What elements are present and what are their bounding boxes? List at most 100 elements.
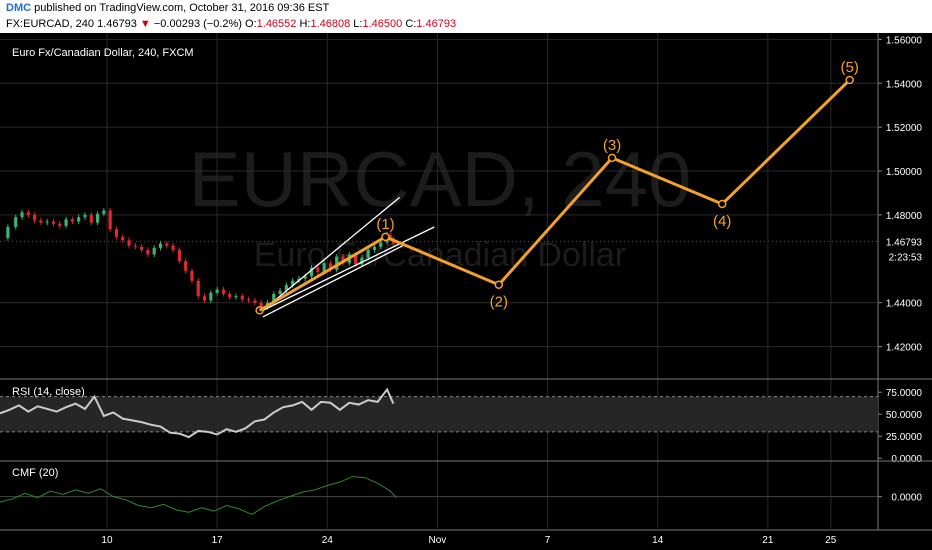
candle-body[interactable] bbox=[152, 247, 156, 255]
last-price-label: 1.46793 bbox=[886, 237, 923, 248]
wave-point[interactable] bbox=[717, 199, 727, 209]
rsi-tick-label: 50.0000 bbox=[886, 410, 923, 421]
candle-body[interactable] bbox=[127, 240, 131, 246]
candle-body[interactable] bbox=[33, 214, 37, 221]
candle-body[interactable] bbox=[70, 219, 74, 222]
trendline[interactable] bbox=[262, 196, 401, 311]
cmf-pane[interactable]: 0.0000 bbox=[0, 460, 932, 515]
time-tick-label: Nov bbox=[429, 535, 447, 546]
candle-body[interactable] bbox=[83, 214, 87, 218]
candle-body[interactable] bbox=[297, 278, 301, 281]
candle-body[interactable] bbox=[316, 267, 320, 272]
candle-body[interactable] bbox=[366, 250, 370, 258]
elliott-wave-line[interactable] bbox=[258, 78, 851, 312]
time-axis[interactable]: 10 17 24 Nov 7 14 21 25 bbox=[101, 535, 836, 546]
candle-body[interactable] bbox=[360, 257, 364, 265]
cmf-tick-label: 0.0000 bbox=[891, 493, 922, 504]
wave-label: (2) bbox=[490, 294, 508, 311]
wave-point[interactable] bbox=[494, 280, 504, 289]
candle-body[interactable] bbox=[146, 250, 150, 255]
open-label: O: bbox=[245, 18, 257, 30]
rsi-pane[interactable]: 75.0000 50.0000 25.0000 0.0000 bbox=[0, 378, 932, 465]
trendline[interactable] bbox=[262, 226, 435, 311]
candle-body[interactable] bbox=[177, 250, 181, 262]
candle-body[interactable] bbox=[140, 246, 144, 251]
candle-body[interactable] bbox=[158, 243, 163, 248]
candle-body[interactable] bbox=[26, 212, 30, 215]
rsi-line[interactable] bbox=[0, 387, 395, 439]
close-label: C: bbox=[405, 18, 417, 30]
candle-body[interactable] bbox=[272, 293, 276, 303]
close-value: 1.46793 bbox=[416, 18, 457, 30]
wave-point[interactable] bbox=[607, 153, 617, 163]
rsi-band bbox=[0, 396, 878, 432]
candle-body[interactable] bbox=[240, 296, 244, 300]
candle-body[interactable] bbox=[102, 210, 106, 214]
candle-body[interactable] bbox=[253, 300, 257, 303]
candle-body[interactable] bbox=[95, 213, 100, 223]
wave-point[interactable] bbox=[845, 75, 854, 85]
candle-body[interactable] bbox=[379, 242, 383, 247]
chart-canvas[interactable]: EURCAD, 240 Euro Fx/Canadian Dollar (1)(… bbox=[0, 33, 932, 550]
candle-body[interactable] bbox=[171, 245, 175, 251]
wave-origin-point[interactable] bbox=[255, 306, 264, 315]
candle-body[interactable] bbox=[291, 280, 295, 286]
price-tick-label: 1.56000 bbox=[886, 35, 923, 46]
candle-body[interactable] bbox=[209, 292, 213, 301]
candle-body[interactable] bbox=[190, 270, 194, 281]
candle-body[interactable] bbox=[284, 285, 288, 291]
candle-body[interactable] bbox=[89, 214, 93, 223]
symbol-label: FX:EURCAD, 240 bbox=[6, 18, 95, 30]
drawings[interactable]: (1) (2) (3) (4) (5) bbox=[255, 59, 859, 318]
candle-body[interactable] bbox=[388, 234, 392, 240]
candle-body[interactable] bbox=[184, 261, 188, 271]
candle-body[interactable] bbox=[328, 263, 333, 270]
candle-body[interactable] bbox=[259, 302, 263, 308]
candle-body[interactable] bbox=[234, 296, 238, 298]
candle-body[interactable] bbox=[45, 221, 49, 223]
wave-point[interactable] bbox=[381, 232, 390, 242]
candle-body[interactable] bbox=[121, 236, 125, 241]
candle-body[interactable] bbox=[196, 280, 200, 297]
candle-body[interactable] bbox=[6, 226, 10, 238]
candle-body[interactable] bbox=[202, 296, 207, 301]
candle-body[interactable] bbox=[39, 220, 43, 223]
main-pane-title: Euro Fx/Canadian Dollar, 240, FXCM bbox=[12, 47, 194, 59]
watermark-symbol: EURCAD, 240 bbox=[189, 135, 692, 223]
candle-body[interactable] bbox=[20, 212, 24, 218]
candle-body[interactable] bbox=[14, 217, 18, 227]
time-tick-label: 21 bbox=[762, 535, 774, 546]
high-label: H: bbox=[299, 18, 311, 30]
candle-body[interactable] bbox=[108, 210, 112, 230]
candle-body[interactable] bbox=[247, 299, 251, 301]
price-tick-label: 1.54000 bbox=[886, 79, 923, 90]
candle-body[interactable] bbox=[335, 256, 339, 270]
candle-body[interactable] bbox=[303, 276, 307, 279]
candle-body[interactable] bbox=[77, 217, 81, 222]
candle-body[interactable] bbox=[165, 243, 169, 246]
candle-body[interactable] bbox=[309, 267, 314, 277]
wave-label: (1) bbox=[376, 216, 394, 233]
trendline[interactable] bbox=[262, 245, 404, 318]
candle-body[interactable] bbox=[133, 245, 137, 247]
price-axis[interactable]: 1.56000 1.54000 1.52000 1.50000 1.48000 1.440… bbox=[878, 35, 930, 354]
publisher-name[interactable]: DMC bbox=[6, 2, 32, 14]
open-value: 1.46552 bbox=[256, 18, 297, 30]
candle-body[interactable] bbox=[114, 229, 119, 237]
high-value: 1.46808 bbox=[310, 18, 351, 30]
candle-body[interactable] bbox=[228, 293, 232, 298]
candle-body[interactable] bbox=[372, 246, 377, 251]
last-value: 1.46793 bbox=[97, 18, 137, 30]
candle-body[interactable] bbox=[278, 290, 282, 294]
candle-body[interactable] bbox=[322, 263, 326, 272]
candle-body[interactable] bbox=[64, 219, 68, 226]
candle-body[interactable] bbox=[51, 221, 56, 224]
candle-body[interactable] bbox=[221, 289, 226, 294]
rsi-tick-label: 25.0000 bbox=[886, 432, 923, 443]
cmf-line[interactable] bbox=[0, 476, 397, 515]
candle-body[interactable] bbox=[58, 223, 62, 226]
candle-body[interactable] bbox=[341, 256, 345, 264]
candle-body[interactable] bbox=[354, 254, 358, 265]
candle-body[interactable] bbox=[215, 289, 219, 293]
